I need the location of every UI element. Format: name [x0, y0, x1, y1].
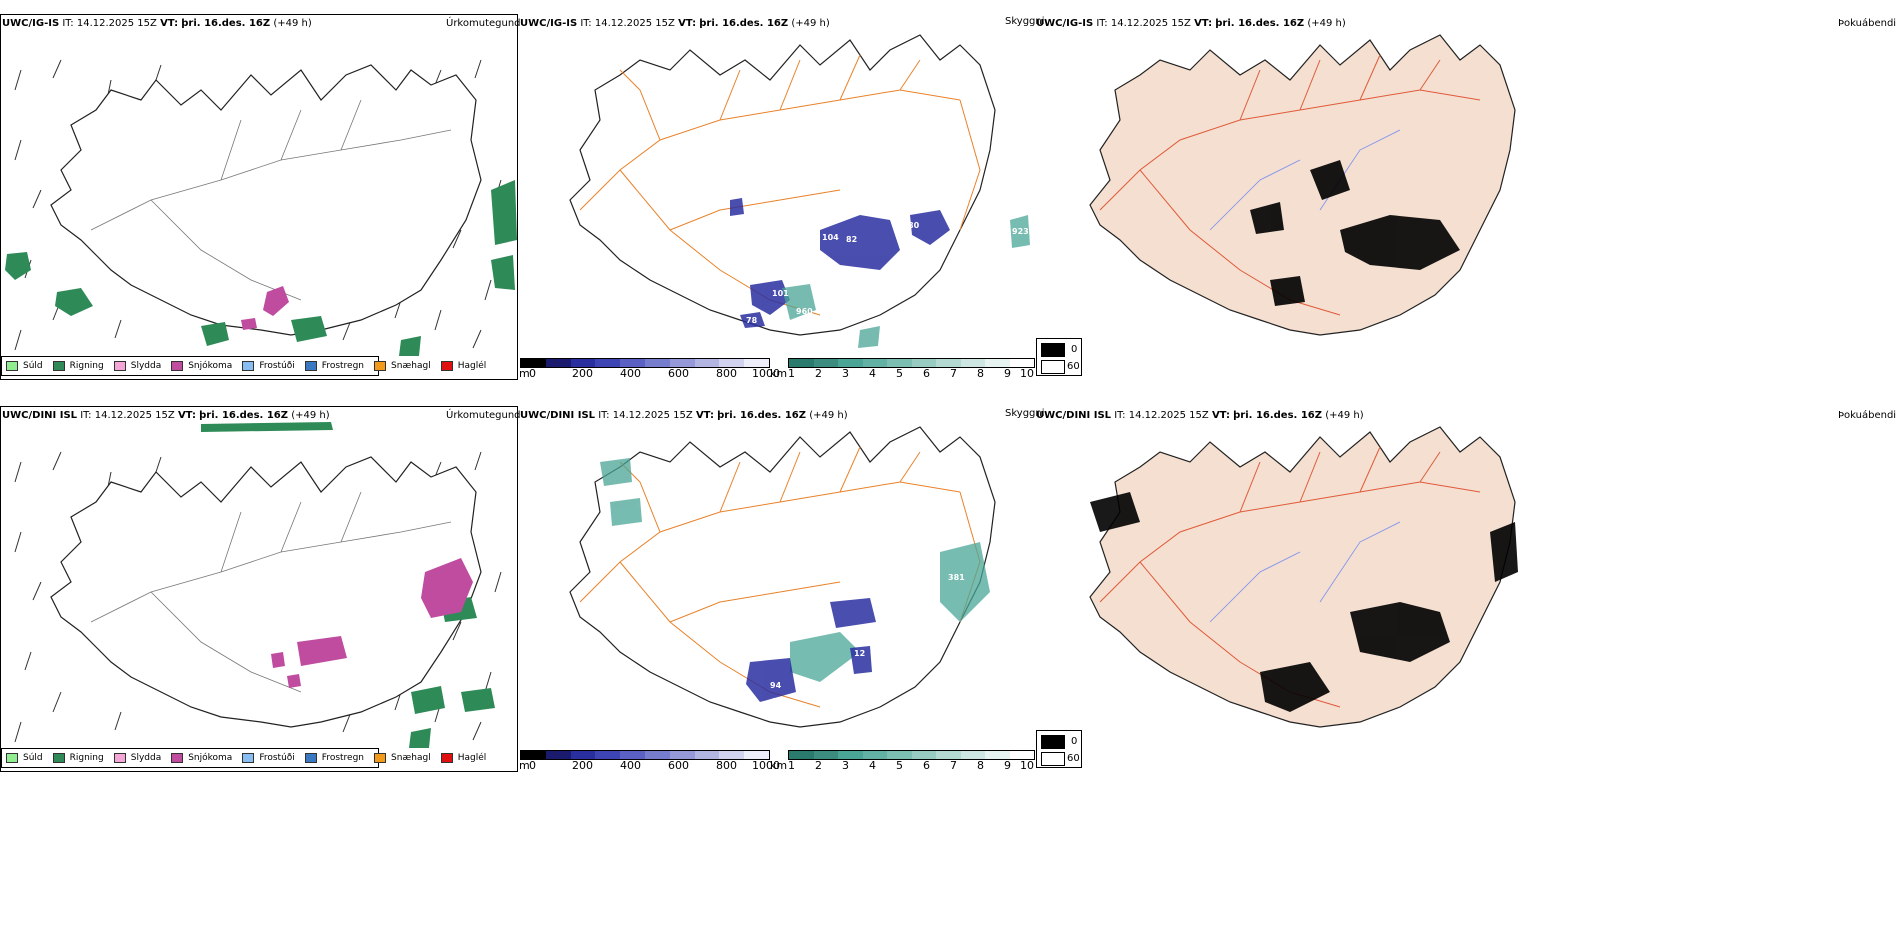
- iceland-coastline: [569, 426, 996, 728]
- ceiling-areas: [730, 198, 950, 328]
- legend-item: Frostúði: [242, 753, 295, 763]
- panel-header: UWC/DINI ISL IT: 14.12.2025 15Z VT: þri.…: [520, 410, 848, 421]
- visibility-map: 104 82 80 101 118 960 78 923: [569, 34, 1030, 348]
- ceiling-areas: [746, 598, 876, 702]
- panel-header: UWC/DINI ISL IT: 14.12.2025 15Z VT: þri.…: [2, 410, 330, 421]
- visibility-colorbar: km 1 2 3 4 5 6 7 8 9 10: [770, 750, 1035, 772]
- fog-colorbar: 0 60: [1036, 338, 1082, 376]
- legend-item: Slydda: [113, 361, 161, 371]
- panel-header: UWC/IG-IS IT: 14.12.2025 15Z VT: þri. 16…: [520, 18, 830, 29]
- svg-text:923: 923: [1012, 227, 1029, 236]
- map-value-labels: 104 82 80 101 118 960 78 923: [746, 221, 1029, 325]
- precip-panel-title: Úrkomutegund: [446, 18, 521, 29]
- legend-item: Rigning: [52, 361, 104, 371]
- roads: [1099, 54, 1481, 316]
- svg-text:101: 101: [772, 289, 789, 298]
- fog-areas: [1250, 160, 1460, 306]
- legend-item: Frostregn: [304, 361, 364, 371]
- visibility-panel-title: Skyggni: [1005, 408, 1045, 419]
- visibility-colorbar: km 1 2 3 4 5 6 7 8 9 10: [770, 358, 1035, 380]
- ceiling-colorbar: m 0 200 400 600 800 1000: [519, 750, 780, 772]
- svg-text:12: 12: [854, 649, 865, 658]
- fog-colorbar: 0 60: [1036, 730, 1082, 768]
- precip-legend: Súld Rigning Slydda Snjókoma Frostúði Fr…: [1, 356, 486, 376]
- legend-item: Rigning: [52, 753, 104, 763]
- map-value-labels: 381 169 12 94 108 106: [770, 573, 965, 706]
- legend-item: Slydda: [113, 753, 161, 763]
- legend-item: Snæhagl: [374, 361, 431, 371]
- visibility-panel-title: Skyggni: [1005, 16, 1045, 27]
- precip-legend: Súld Rigning Slydda Snjókoma Frostúði Fr…: [1, 748, 486, 768]
- legend-item: Snjókoma: [171, 753, 232, 763]
- legend-item: Snjókoma: [171, 361, 232, 371]
- svg-text:169: 169: [842, 627, 859, 636]
- svg-text:108: 108: [802, 685, 819, 694]
- legend-item: Haglél: [440, 753, 486, 763]
- legend-item: Frostúði: [242, 361, 295, 371]
- fog-panel-title: Þokuábendi: [1838, 410, 1897, 421]
- visibility-map: 381 169 12 94 108 106: [569, 426, 996, 728]
- roads: [579, 54, 981, 316]
- rain-areas: [5, 180, 517, 356]
- visibility-areas: [600, 458, 990, 682]
- svg-text:106: 106: [772, 697, 789, 706]
- fog-panel-title: Þokuábendi: [1838, 18, 1897, 29]
- panel-header: UWC/DINI ISL IT: 14.12.2025 15Z VT: þri.…: [1036, 410, 1364, 421]
- svg-text:960: 960: [796, 307, 813, 316]
- fog-areas: [1090, 492, 1518, 712]
- svg-text:381: 381: [948, 573, 965, 582]
- iceland-coastline: [50, 64, 482, 336]
- panel-header: UWC/IG-IS IT: 14.12.2025 15Z VT: þri. 16…: [1036, 18, 1346, 29]
- fog-map: [1089, 426, 1518, 728]
- ceiling-colorbar: m 0 200 400 600 800 1000: [519, 358, 780, 380]
- legend-item: Súld: [6, 753, 43, 763]
- precip-map: [5, 59, 517, 356]
- legend-item: Frostregn: [304, 753, 364, 763]
- precip-map: [14, 422, 502, 748]
- snow-areas: [271, 558, 473, 688]
- snow-areas: [241, 286, 289, 330]
- fog-map: [1089, 34, 1516, 336]
- roads: [90, 491, 452, 693]
- svg-text:94: 94: [770, 681, 782, 690]
- svg-text:104: 104: [822, 233, 839, 242]
- legend-item: Snæhagl: [374, 753, 431, 763]
- legend-item: Haglél: [440, 361, 486, 371]
- rain-areas: [201, 422, 495, 748]
- panel-header: UWC/IG-IS IT: 14.12.2025 15Z VT: þri. 16…: [2, 18, 312, 29]
- rivers: [1209, 521, 1401, 623]
- iceland-coastline: [50, 456, 482, 728]
- svg-text:82: 82: [846, 235, 857, 244]
- svg-text:118: 118: [770, 313, 787, 322]
- svg-text:78: 78: [746, 316, 758, 325]
- visibility-areas: [782, 215, 1030, 348]
- precip-panel-title: Úrkomutegund: [446, 410, 521, 421]
- legend-item: Súld: [6, 361, 43, 371]
- svg-text:80: 80: [908, 221, 920, 230]
